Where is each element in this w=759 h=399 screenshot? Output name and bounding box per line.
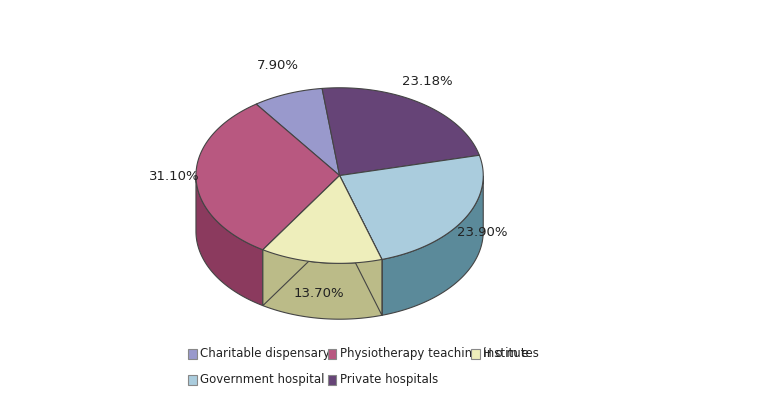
Text: Private hospitals: Private hospitals xyxy=(339,373,438,386)
Polygon shape xyxy=(339,176,382,315)
Polygon shape xyxy=(263,176,339,306)
Polygon shape xyxy=(382,176,483,315)
FancyBboxPatch shape xyxy=(471,349,480,359)
Text: H o m e: H o m e xyxy=(483,347,529,360)
Polygon shape xyxy=(339,155,483,259)
Polygon shape xyxy=(339,176,382,315)
Text: Charitable dispensary: Charitable dispensary xyxy=(200,347,330,360)
Text: 31.10%: 31.10% xyxy=(149,170,200,183)
FancyBboxPatch shape xyxy=(188,349,197,359)
FancyBboxPatch shape xyxy=(328,375,336,385)
Polygon shape xyxy=(322,88,480,176)
Polygon shape xyxy=(196,176,263,306)
Text: 7.90%: 7.90% xyxy=(257,59,299,72)
FancyBboxPatch shape xyxy=(188,375,197,385)
Polygon shape xyxy=(257,89,339,176)
Text: Physiotherapy teaching institutes: Physiotherapy teaching institutes xyxy=(339,347,538,360)
Text: Government hospital: Government hospital xyxy=(200,373,324,386)
Polygon shape xyxy=(263,176,339,306)
Polygon shape xyxy=(196,104,339,250)
Polygon shape xyxy=(263,250,382,319)
Text: 23.18%: 23.18% xyxy=(402,75,453,88)
FancyBboxPatch shape xyxy=(328,349,336,359)
Text: 13.70%: 13.70% xyxy=(293,287,344,300)
Text: 23.90%: 23.90% xyxy=(456,226,507,239)
Polygon shape xyxy=(263,176,382,263)
